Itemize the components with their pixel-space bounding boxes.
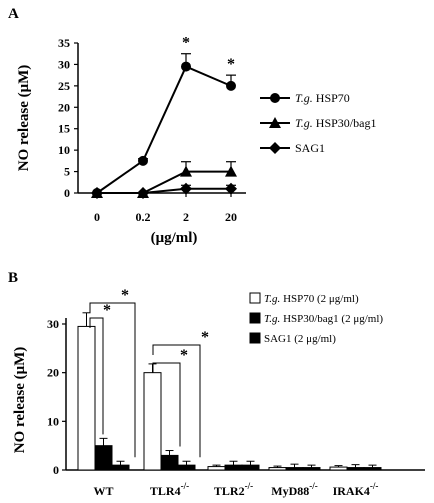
panel-b-legend-label: T.g. HSP30/bag1 (2 μg/ml) bbox=[264, 313, 383, 325]
panel-a-x-axis-title: (μg/ml) bbox=[151, 230, 198, 246]
panel-a-data-point bbox=[225, 165, 237, 177]
panel-a-y-tick-label: 5 bbox=[64, 165, 70, 179]
panel-b-y-tick-label: 10 bbox=[47, 414, 59, 428]
panel-a-y-tick-label: 25 bbox=[58, 79, 70, 93]
panel-b-significance-star: * bbox=[103, 302, 111, 319]
panel-a-x-tick-label: 2 bbox=[183, 210, 189, 224]
panel-b-x-tick-label: WT bbox=[93, 484, 113, 498]
panel-b-bar bbox=[143, 372, 162, 471]
panel-a-x-tick-label: 20 bbox=[225, 210, 237, 224]
panel-b-significance-star: * bbox=[201, 329, 209, 346]
panel-b-significance-bracket bbox=[89, 317, 104, 435]
panel-a-series-line bbox=[97, 170, 231, 194]
panel-b-bar bbox=[285, 467, 304, 471]
panel-b-y-tick-label: 30 bbox=[47, 317, 59, 331]
panel-b-bar bbox=[177, 464, 196, 471]
panel-b-x-tick-label: TLR2-/- bbox=[214, 481, 253, 498]
panel-a-y-axis-title: NO release (μM) bbox=[16, 65, 32, 172]
panel-b-bar bbox=[77, 325, 96, 471]
panel-a-legend-label: T.g. HSP30/bag1 bbox=[295, 116, 376, 130]
panel-b-x-tick-label: MyD88-/- bbox=[271, 481, 318, 498]
panel-b-bar bbox=[302, 467, 321, 471]
panel-a-data-point bbox=[226, 80, 236, 91]
panel-a-data-point bbox=[180, 165, 192, 177]
panel-a-y-tick-label: 35 bbox=[58, 36, 70, 50]
panel-b-legend-swatch bbox=[249, 332, 261, 344]
panel-b-legend-label: T.g. HSP70 (2 μg/ml) bbox=[264, 293, 359, 305]
panel-b: B NO release (μM) 0 10 20 30 WT TLR4-/- TLR2-… bbox=[8, 270, 425, 498]
panel-b-significance-bracket bbox=[152, 344, 201, 458]
panel-b-y-axis-title: NO release (μM) bbox=[12, 347, 28, 454]
panel-a: A NO release (μM) (μg/ml) 05101520253035… bbox=[8, 6, 376, 246]
panel-a-legend-marker bbox=[269, 117, 281, 128]
panel-a-data-point bbox=[91, 187, 103, 199]
panel-b-bar bbox=[363, 467, 382, 471]
panel-b-label: B bbox=[8, 270, 18, 286]
panel-a-x-tick-label: 0 bbox=[94, 210, 100, 224]
panel-a-legend-label: SAG1 bbox=[295, 141, 325, 155]
panel-b-legend-swatch bbox=[249, 292, 261, 304]
panel-b-significance-bracket bbox=[152, 362, 181, 447]
panel-b-bar bbox=[160, 454, 179, 471]
panel-b-bar bbox=[224, 464, 243, 471]
panel-b-legend-swatch bbox=[249, 312, 261, 324]
panel-a-data-point bbox=[137, 187, 149, 199]
panel-a-y-tick-label: 15 bbox=[58, 122, 70, 136]
panel-a-significance-star: * bbox=[227, 56, 235, 73]
panel-b-legend-label: SAG1 (2 μg/ml) bbox=[264, 333, 336, 345]
panel-b-bar bbox=[268, 467, 287, 471]
panel-a-significance-star: * bbox=[182, 35, 190, 52]
panel-b-significance-bracket bbox=[89, 302, 136, 458]
panel-a-data-point bbox=[138, 155, 148, 166]
panel-b-significance-star: * bbox=[180, 347, 188, 364]
panel-a-legend-label: T.g. HSP70 bbox=[295, 91, 350, 105]
panel-b-y-tick-label: 0 bbox=[53, 463, 59, 477]
panel-b-bar bbox=[346, 467, 365, 471]
panel-a-series-line bbox=[96, 65, 232, 194]
panel-a-y-tick-label: 20 bbox=[58, 100, 70, 114]
panel-b-x-tick-label: IRAK4-/- bbox=[333, 481, 379, 498]
panel-a-y-tick-label: 10 bbox=[58, 143, 70, 157]
panel-b-x-tick-label: TLR4-/- bbox=[150, 481, 189, 498]
panel-a-y-tick-label: 0 bbox=[64, 186, 70, 200]
panel-a-label: A bbox=[8, 6, 19, 22]
panel-a-data-point bbox=[225, 182, 237, 195]
panel-b-bar bbox=[94, 445, 113, 471]
panel-b-significance-star: * bbox=[121, 287, 129, 304]
panel-a-y-tick-label: 30 bbox=[58, 57, 70, 71]
panel-b-y-tick-label: 20 bbox=[47, 366, 59, 380]
panel-a-legend-marker bbox=[270, 93, 280, 103]
panel-a-series-line bbox=[97, 187, 231, 194]
panel-b-bar bbox=[329, 466, 348, 471]
panel-a-data-point bbox=[181, 61, 191, 72]
panel-b-bar bbox=[241, 464, 260, 471]
panel-a-legend-marker bbox=[269, 142, 281, 154]
panel-b-bar bbox=[111, 464, 130, 471]
panel-a-x-tick-label: 0.2 bbox=[136, 210, 151, 224]
panel-b-bar bbox=[207, 466, 226, 471]
panel-a-data-point bbox=[180, 182, 192, 195]
